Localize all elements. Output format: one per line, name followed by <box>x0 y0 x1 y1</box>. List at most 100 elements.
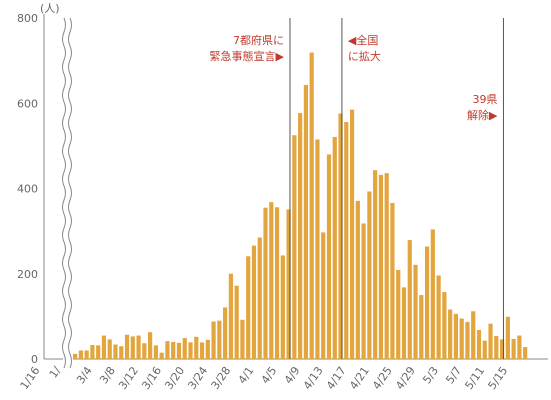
bar <box>119 346 124 359</box>
x-tick-label: 3/20 <box>162 364 187 392</box>
x-tick-label: 4/5 <box>259 364 280 386</box>
axis-break-gap <box>63 14 73 367</box>
event-annotation-line1: 7都府県に <box>233 33 284 47</box>
bar <box>505 316 510 359</box>
x-axis: 1/16 1/3/4 3/83/123/163/203/243/28 4/1 4/5 4/… <box>18 358 548 392</box>
bar <box>263 207 268 359</box>
event-annotation-line1: 39県 <box>472 93 497 106</box>
bar <box>142 343 147 359</box>
bar <box>413 264 418 359</box>
bar <box>292 135 297 359</box>
axis-break-line <box>62 17 66 369</box>
bar <box>511 338 516 359</box>
bar <box>153 345 158 359</box>
x-tick-label: 5/11 <box>462 364 487 392</box>
bar <box>274 207 280 359</box>
x-tick-label: 4/29 <box>393 364 418 392</box>
x-tick-label: 1/16 <box>18 364 43 392</box>
x-tick-label: 3/4 <box>74 364 95 386</box>
x-tick-label: 4/17 <box>324 364 349 392</box>
bar <box>401 287 407 359</box>
bar <box>228 273 233 359</box>
bar <box>390 202 395 359</box>
bar <box>101 335 107 359</box>
y-unit-label: (人) <box>40 2 60 15</box>
event-annotation-line2: 緊急事態宣言▶ <box>210 49 285 63</box>
bar <box>240 319 245 359</box>
bar <box>136 335 141 359</box>
x-tick-label: 3/24 <box>185 364 210 392</box>
y-tick-label: 0 <box>31 353 38 366</box>
bar <box>246 256 251 359</box>
bar <box>367 191 372 359</box>
bar <box>96 345 101 359</box>
x-tick-label: 4/25 <box>370 364 395 392</box>
bar <box>349 109 355 359</box>
bar <box>494 335 499 359</box>
bar <box>482 340 487 359</box>
bar <box>171 341 176 359</box>
axis-break-line <box>68 17 72 369</box>
bar <box>471 311 476 359</box>
bar <box>269 202 274 359</box>
bar <box>176 342 182 359</box>
bar <box>407 240 412 359</box>
y-tick-label: 400 <box>17 183 38 196</box>
x-tick-label: 5/15 <box>485 364 510 392</box>
bar <box>286 209 291 359</box>
bar <box>113 344 118 359</box>
bar <box>84 350 89 359</box>
bar <box>257 237 262 359</box>
bar <box>396 269 401 359</box>
bar <box>78 350 83 359</box>
bar <box>159 352 164 359</box>
y-tick-label: 200 <box>17 268 38 281</box>
bar <box>194 336 199 359</box>
bar <box>234 285 239 359</box>
bar <box>459 318 464 359</box>
x-tick-label: 5/7 <box>443 364 464 386</box>
bar <box>124 334 130 359</box>
event-annotation-line1: ◀全国 <box>348 33 378 47</box>
bar <box>321 232 326 359</box>
bar <box>326 154 332 359</box>
x-tick-label: 4/21 <box>347 364 372 392</box>
y-axis: 0 200 400 600 800 <box>17 12 45 366</box>
bar <box>280 255 285 359</box>
bar <box>419 295 424 359</box>
bar <box>373 170 378 359</box>
bar <box>182 338 187 359</box>
bar <box>148 332 153 359</box>
bar <box>199 342 205 359</box>
bar <box>90 344 95 359</box>
x-tick-label: 3/16 <box>139 364 164 392</box>
bar <box>303 84 308 360</box>
bar <box>344 122 349 359</box>
bar <box>517 335 522 359</box>
bar <box>107 339 112 359</box>
event-annotation-line2: 解除▶ <box>467 108 498 122</box>
x-tick-label: 4/1 <box>236 364 257 386</box>
bar <box>378 174 384 359</box>
bar <box>361 223 366 359</box>
bar <box>332 136 337 359</box>
bar <box>251 245 257 359</box>
bar <box>448 309 453 359</box>
bar <box>188 342 193 359</box>
bar <box>130 336 135 359</box>
event-annotation-line2: に拡大 <box>348 49 381 63</box>
bar <box>424 246 430 359</box>
y-tick-label: 800 <box>17 12 38 25</box>
x-tick-label: 4/13 <box>301 364 326 392</box>
bar <box>217 320 222 359</box>
bar <box>165 341 170 359</box>
x-tick-label: 3/28 <box>209 364 234 392</box>
bar <box>436 275 441 359</box>
bar <box>338 113 343 359</box>
bar <box>205 339 210 359</box>
x-tick-label: 4/9 <box>282 364 303 386</box>
bar <box>476 330 482 359</box>
bar <box>488 323 493 359</box>
